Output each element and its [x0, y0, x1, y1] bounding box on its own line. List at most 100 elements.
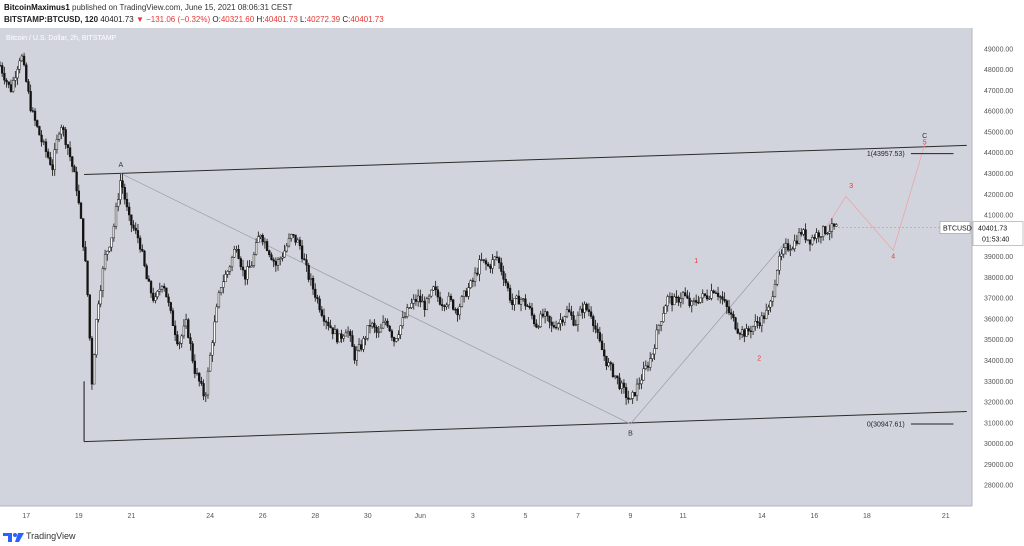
author-name[interactable]: BitcoinMaximus1: [4, 3, 70, 12]
candle-body: [27, 81, 30, 92]
candle-body: [554, 326, 558, 329]
y-tick-label: 39000.00: [984, 254, 1013, 261]
y-tick-label: 36000.00: [984, 316, 1013, 323]
candle-body: [550, 321, 553, 326]
candle-body: [163, 286, 166, 289]
candle-body: [776, 270, 779, 285]
x-tick-label: 28: [311, 513, 319, 520]
candle-body: [727, 306, 731, 313]
candle-body: [311, 278, 315, 290]
candle-body: [228, 266, 232, 272]
low-label: L:: [300, 15, 307, 24]
candle-body: [611, 363, 615, 378]
low-value: 40272.39: [306, 15, 341, 24]
candle-body: [710, 290, 713, 299]
candle-body: [261, 234, 264, 243]
candle-body: [546, 311, 549, 317]
candle-body: [156, 291, 159, 298]
candle-body: [395, 338, 398, 342]
x-tick-label: 11: [679, 513, 686, 520]
candle-body: [305, 259, 308, 266]
candle-body: [182, 325, 186, 337]
candle-body: [276, 259, 280, 266]
candle-body: [452, 299, 455, 310]
candle-body: [119, 180, 122, 200]
candle-body: [320, 309, 323, 316]
candle-body: [357, 344, 361, 351]
candle-body: [1, 65, 4, 74]
candle-body: [568, 309, 571, 313]
candle-body: [830, 223, 834, 232]
candle-body: [778, 255, 781, 271]
candle-body: [666, 296, 669, 307]
candle-body: [791, 248, 794, 251]
candle-body: [631, 392, 634, 399]
tradingview-brand[interactable]: TradingView: [26, 531, 76, 541]
candle-body: [154, 296, 157, 301]
candle-body: [471, 280, 475, 282]
candle-body: [143, 250, 146, 267]
candle-body: [338, 333, 341, 343]
candle-body: [769, 300, 772, 308]
high-label: H:: [256, 15, 265, 24]
candle-body: [117, 199, 120, 207]
candle-body: [416, 295, 420, 302]
last-price-label: 40401.73: [978, 225, 1007, 232]
candle-body: [578, 308, 582, 316]
candle-body: [36, 120, 39, 127]
x-tick-label: 17: [22, 513, 30, 520]
candle-body: [561, 319, 564, 323]
candle-body: [758, 322, 761, 326]
candle-body: [743, 329, 746, 337]
candle-body: [565, 309, 569, 317]
candle-body: [473, 272, 477, 282]
candle-body: [158, 288, 161, 292]
candle-body: [522, 298, 525, 300]
candle-body: [219, 287, 223, 294]
candle-body: [368, 325, 372, 327]
price-chart[interactable]: Bitcoin / U.S. Dollar, 2h, BITSTAMP 28000…: [0, 28, 1024, 528]
candle-body: [71, 156, 74, 167]
candle-body: [747, 328, 750, 332]
candle-body: [327, 322, 330, 327]
candle-body: [740, 329, 744, 335]
candle-body: [386, 320, 389, 327]
candle-body: [86, 260, 89, 296]
candle-body: [622, 382, 626, 388]
candle-body: [97, 303, 100, 320]
x-tick-label: 18: [863, 513, 871, 520]
candle-body: [373, 322, 376, 328]
candle-body: [436, 289, 439, 298]
candle-body: [296, 239, 299, 243]
candle-body: [646, 365, 650, 368]
candle-body: [233, 249, 236, 258]
x-tick-label: 5: [523, 513, 527, 520]
candle-body: [624, 387, 628, 398]
candle-body: [703, 293, 707, 296]
candle-body: [504, 278, 507, 284]
publish-line: BitcoinMaximus1 published on TradingView…: [4, 3, 292, 12]
candle-body: [515, 295, 518, 299]
candle-body: [252, 254, 256, 266]
candle-body: [20, 55, 24, 62]
candle-body: [423, 300, 426, 311]
candle-body: [618, 377, 621, 389]
y-tick-label: 28000.00: [984, 483, 1013, 490]
candle-body: [106, 250, 109, 255]
candle-body: [668, 296, 672, 298]
candle-body: [449, 295, 453, 301]
candle-body: [241, 266, 245, 271]
candle-body: [103, 254, 107, 269]
candle-body: [745, 328, 748, 337]
candle-body: [653, 348, 656, 355]
candle-body: [500, 262, 503, 272]
candle-body: [364, 338, 367, 340]
candle-body: [189, 337, 192, 344]
candle-body: [559, 319, 562, 324]
candle-body: [797, 232, 801, 244]
candle-body: [802, 229, 805, 235]
candle-body: [244, 269, 247, 280]
symbol-label[interactable]: BITSTAMP:BTCUSD, 120: [4, 15, 99, 24]
candle-body: [377, 331, 380, 334]
candle-body: [246, 266, 249, 280]
